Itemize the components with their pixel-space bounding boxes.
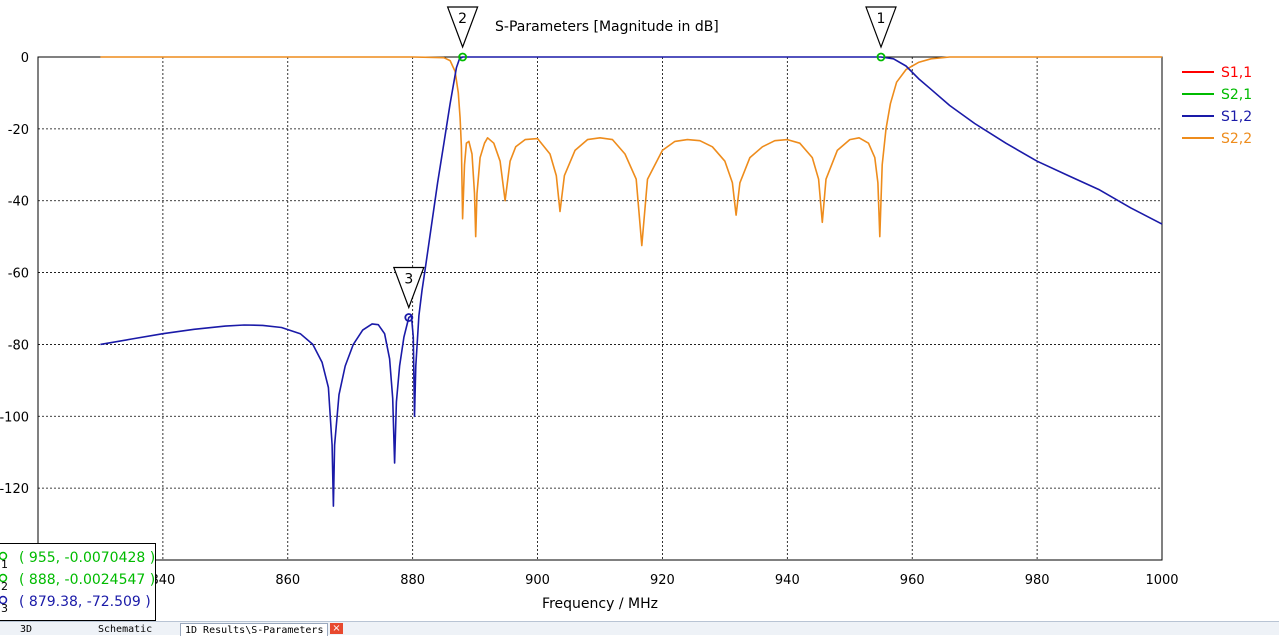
x-tick-labels: 840 860 880 900 920 940 960 980 1000: [150, 573, 1178, 588]
x-tick-label: 980: [1025, 573, 1050, 588]
marker-label: 1: [877, 11, 886, 27]
marker-readout-icon: 2: [0, 573, 9, 593]
marker-flag-icon[interactable]: [865, 6, 897, 49]
legend-entry[interactable]: S1,2: [1221, 109, 1252, 125]
readout-row: 3 ( 879.38, -72.509 ): [0, 592, 155, 615]
svg-text:2: 2: [1, 580, 8, 591]
readout-value: ( 955, -0.0070428 ): [19, 550, 156, 566]
x-tick-label: 920: [650, 573, 675, 588]
result-tabs-bar: 3D Schematic 1D Results\S-Parameters ×: [0, 621, 1279, 636]
marker-label: 2: [458, 11, 467, 27]
y-tick-label: -100: [0, 410, 29, 425]
x-axis-title: Frequency / MHz: [542, 596, 658, 612]
readout-row: 2 ( 888, -0.0024547 ): [0, 570, 156, 593]
svg-text:3: 3: [1, 602, 8, 613]
x-tick-label: 1000: [1145, 573, 1178, 588]
readout-row: 1 ( 955, -0.0070428 ): [0, 548, 156, 571]
svg-text:1: 1: [1, 558, 8, 569]
marker-readout-icon: 3: [0, 595, 9, 615]
x-tick-label: 900: [525, 573, 550, 588]
readout-value: ( 879.38, -72.509 ): [19, 594, 151, 610]
marker-label: 3: [404, 272, 413, 288]
tab-3d[interactable]: 3D: [20, 624, 33, 635]
series-line-s2-2: [100, 56, 1162, 247]
marker-point-3[interactable]: [404, 313, 414, 322]
marker-flag-icon[interactable]: [446, 6, 479, 49]
x-tick-label: 880: [400, 573, 425, 588]
y-tick-label: -40: [8, 195, 29, 210]
legend-entry[interactable]: S2,2: [1221, 131, 1252, 147]
readout-value: ( 888, -0.0024547 ): [19, 572, 156, 588]
grid: [38, 57, 1162, 560]
marker-flag-icon[interactable]: [392, 266, 425, 310]
plot-area: [37, 56, 1163, 561]
y-tick-label: -20: [8, 123, 29, 138]
y-tick-label: -60: [8, 267, 29, 282]
y-tick-labels: 0 -20 -40 -60 -80 -100 -120: [0, 51, 29, 497]
chart-title: S-Parameters [Magnitude in dB]: [495, 19, 719, 35]
y-tick-label: -80: [8, 338, 29, 353]
legend[interactable]: S1,1 S2,1 S1,2 S2,2: [1182, 65, 1252, 147]
series-lines: [100, 56, 1163, 507]
marker-readout-box: 1 ( 955, -0.0070428 ) 2 ( 888, -0.0024547 )…: [0, 543, 156, 621]
y-tick-label: 0: [21, 51, 29, 66]
x-tick-label: 840: [150, 573, 175, 588]
x-tick-label: 940: [775, 573, 800, 588]
x-tick-label: 860: [275, 573, 300, 588]
s-parameter-plot: 0 -20 -40 -60 -80 -100 -120 840 860 880 900 920 940…: [0, 6, 1252, 612]
marker-point-2[interactable]: [458, 52, 468, 62]
tab-schematic[interactable]: Schematic: [98, 624, 153, 635]
close-tab-icon[interactable]: ×: [330, 623, 343, 634]
marker-readout-icon: 1: [0, 551, 9, 571]
series-line-s1-2: [100, 56, 1163, 507]
y-tick-label: -120: [0, 482, 29, 497]
legend-entry[interactable]: S1,1: [1221, 65, 1252, 81]
legend-entry[interactable]: S2,1: [1221, 87, 1252, 103]
x-tick-label: 960: [900, 573, 925, 588]
tab-1d-results-s-parameters[interactable]: 1D Results\S-Parameters: [180, 623, 329, 636]
marker-point-1[interactable]: [876, 52, 886, 62]
markers: 1 2 3: [392, 6, 897, 322]
